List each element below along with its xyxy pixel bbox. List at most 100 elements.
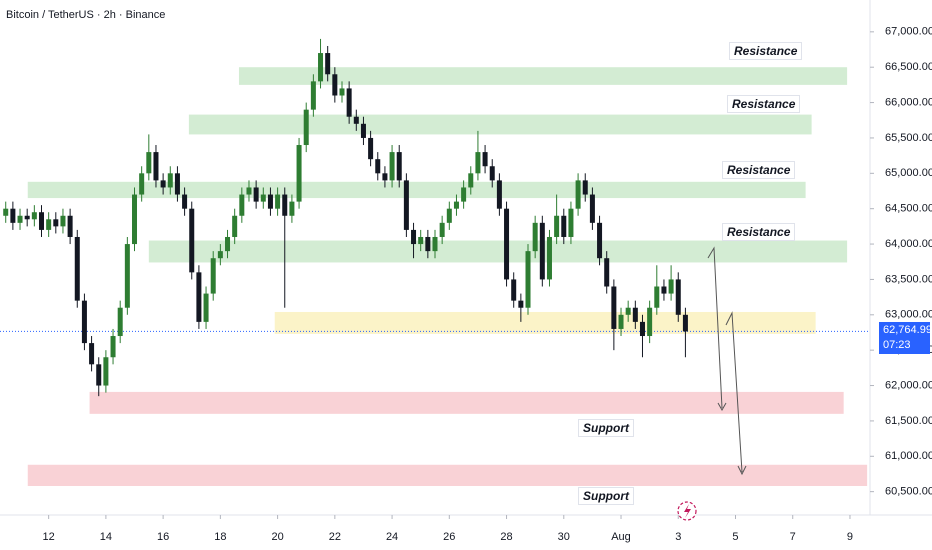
zone: [27, 464, 868, 486]
zone: [274, 311, 816, 334]
annotation: Resistance: [729, 42, 803, 60]
countdown: 07:23: [883, 339, 911, 352]
candle-body: [604, 258, 610, 287]
candle-body: [403, 180, 409, 230]
candle-body: [239, 194, 245, 216]
x-tick-label: 22: [329, 531, 341, 543]
candle-body: [31, 212, 37, 220]
candle-body: [210, 258, 216, 294]
candle-body: [182, 194, 188, 209]
candle-body: [446, 208, 452, 223]
x-tick-label: 24: [386, 531, 398, 543]
candle-body: [217, 251, 223, 259]
candle-body: [496, 180, 502, 209]
candle-body: [647, 307, 653, 337]
candle-body: [96, 364, 102, 386]
y-tick-label: 63,500.00: [885, 273, 932, 285]
last-price-label: 62,764.99 07:23: [879, 322, 932, 355]
candle-body: [289, 201, 295, 216]
chart-title: Bitcoin / TetherUS · 2h · Binance: [6, 9, 166, 21]
x-tick-label: 26: [443, 531, 455, 543]
y-tick-label: 66,500.00: [885, 61, 932, 73]
y-tick-label: 65,500.00: [885, 132, 932, 144]
arrow-line: [725, 311, 743, 473]
arrow-head: [717, 402, 727, 412]
candle-body: [554, 215, 560, 237]
candle-body: [153, 152, 159, 181]
candle-body: [160, 180, 166, 188]
x-tick-label: 28: [500, 531, 512, 543]
candle-body: [632, 307, 638, 322]
candle-body: [124, 244, 130, 308]
candle-body: [103, 357, 109, 386]
candle-body: [174, 173, 180, 195]
zone: [188, 114, 812, 135]
zone: [238, 67, 848, 85]
candle-body: [418, 236, 424, 245]
candle-body: [189, 208, 195, 273]
candle-body: [453, 201, 459, 209]
arrows: [707, 246, 747, 476]
candle-body: [375, 159, 381, 174]
candle-body: [654, 286, 660, 308]
zone: [148, 240, 848, 263]
candle-body: [232, 215, 238, 237]
candle-body: [546, 236, 552, 280]
candle-body: [325, 53, 331, 75]
x-tick-label: 5: [732, 531, 738, 543]
candle-body: [110, 336, 116, 358]
candle-body: [411, 229, 417, 245]
candle-body: [482, 152, 488, 167]
candle-body: [468, 173, 474, 188]
annotation: Resistance: [722, 223, 796, 241]
x-tick-label: 12: [43, 531, 55, 543]
candle-body: [618, 314, 624, 329]
candle-body: [525, 251, 531, 308]
candle-body: [661, 286, 667, 294]
candle-body: [425, 236, 431, 252]
candle-body: [382, 173, 388, 181]
y-tick-label: 60,500.00: [885, 486, 932, 498]
candle-body: [24, 215, 30, 220]
candle-body: [332, 74, 338, 96]
zone: [27, 181, 806, 199]
y-tick-label: 62,000.00: [885, 379, 932, 391]
candle-body: [89, 343, 95, 365]
candle-body: [360, 123, 366, 138]
candle-body: [60, 215, 66, 227]
candle-body: [489, 166, 495, 181]
y-tick-label: 64,500.00: [885, 203, 932, 215]
y-tick-label: 61,000.00: [885, 450, 932, 462]
arrow-head: [737, 465, 747, 476]
candle-body: [611, 286, 617, 329]
candle-body: [318, 53, 324, 82]
candle-body: [568, 208, 574, 237]
candle-body: [675, 279, 681, 315]
candle-body: [310, 81, 316, 110]
y-tick-label: 63,000.00: [885, 309, 932, 321]
candle-body: [146, 152, 152, 174]
annotation: Support: [578, 487, 634, 505]
x-tick-label: 3: [675, 531, 681, 543]
candle-body: [582, 180, 588, 195]
x-tick-label: 9: [847, 531, 853, 543]
zones: [27, 67, 868, 486]
candle-body: [589, 194, 595, 223]
candle-body: [353, 116, 359, 124]
candle-body: [339, 88, 345, 96]
candle-body: [81, 300, 87, 344]
candle-body: [74, 236, 80, 301]
candle-body: [396, 152, 402, 181]
y-tick-label: 61,500.00: [885, 415, 932, 427]
candle-body: [246, 187, 252, 195]
candle-body: [475, 152, 481, 174]
x-tick-label: 30: [558, 531, 570, 543]
candle-body: [575, 180, 581, 209]
candle-body: [539, 222, 545, 280]
candle-body: [167, 173, 173, 188]
x-tick-label: Aug: [611, 531, 631, 543]
y-tick-label: 66,000.00: [885, 96, 932, 108]
y-tick-label: 65,000.00: [885, 167, 932, 179]
